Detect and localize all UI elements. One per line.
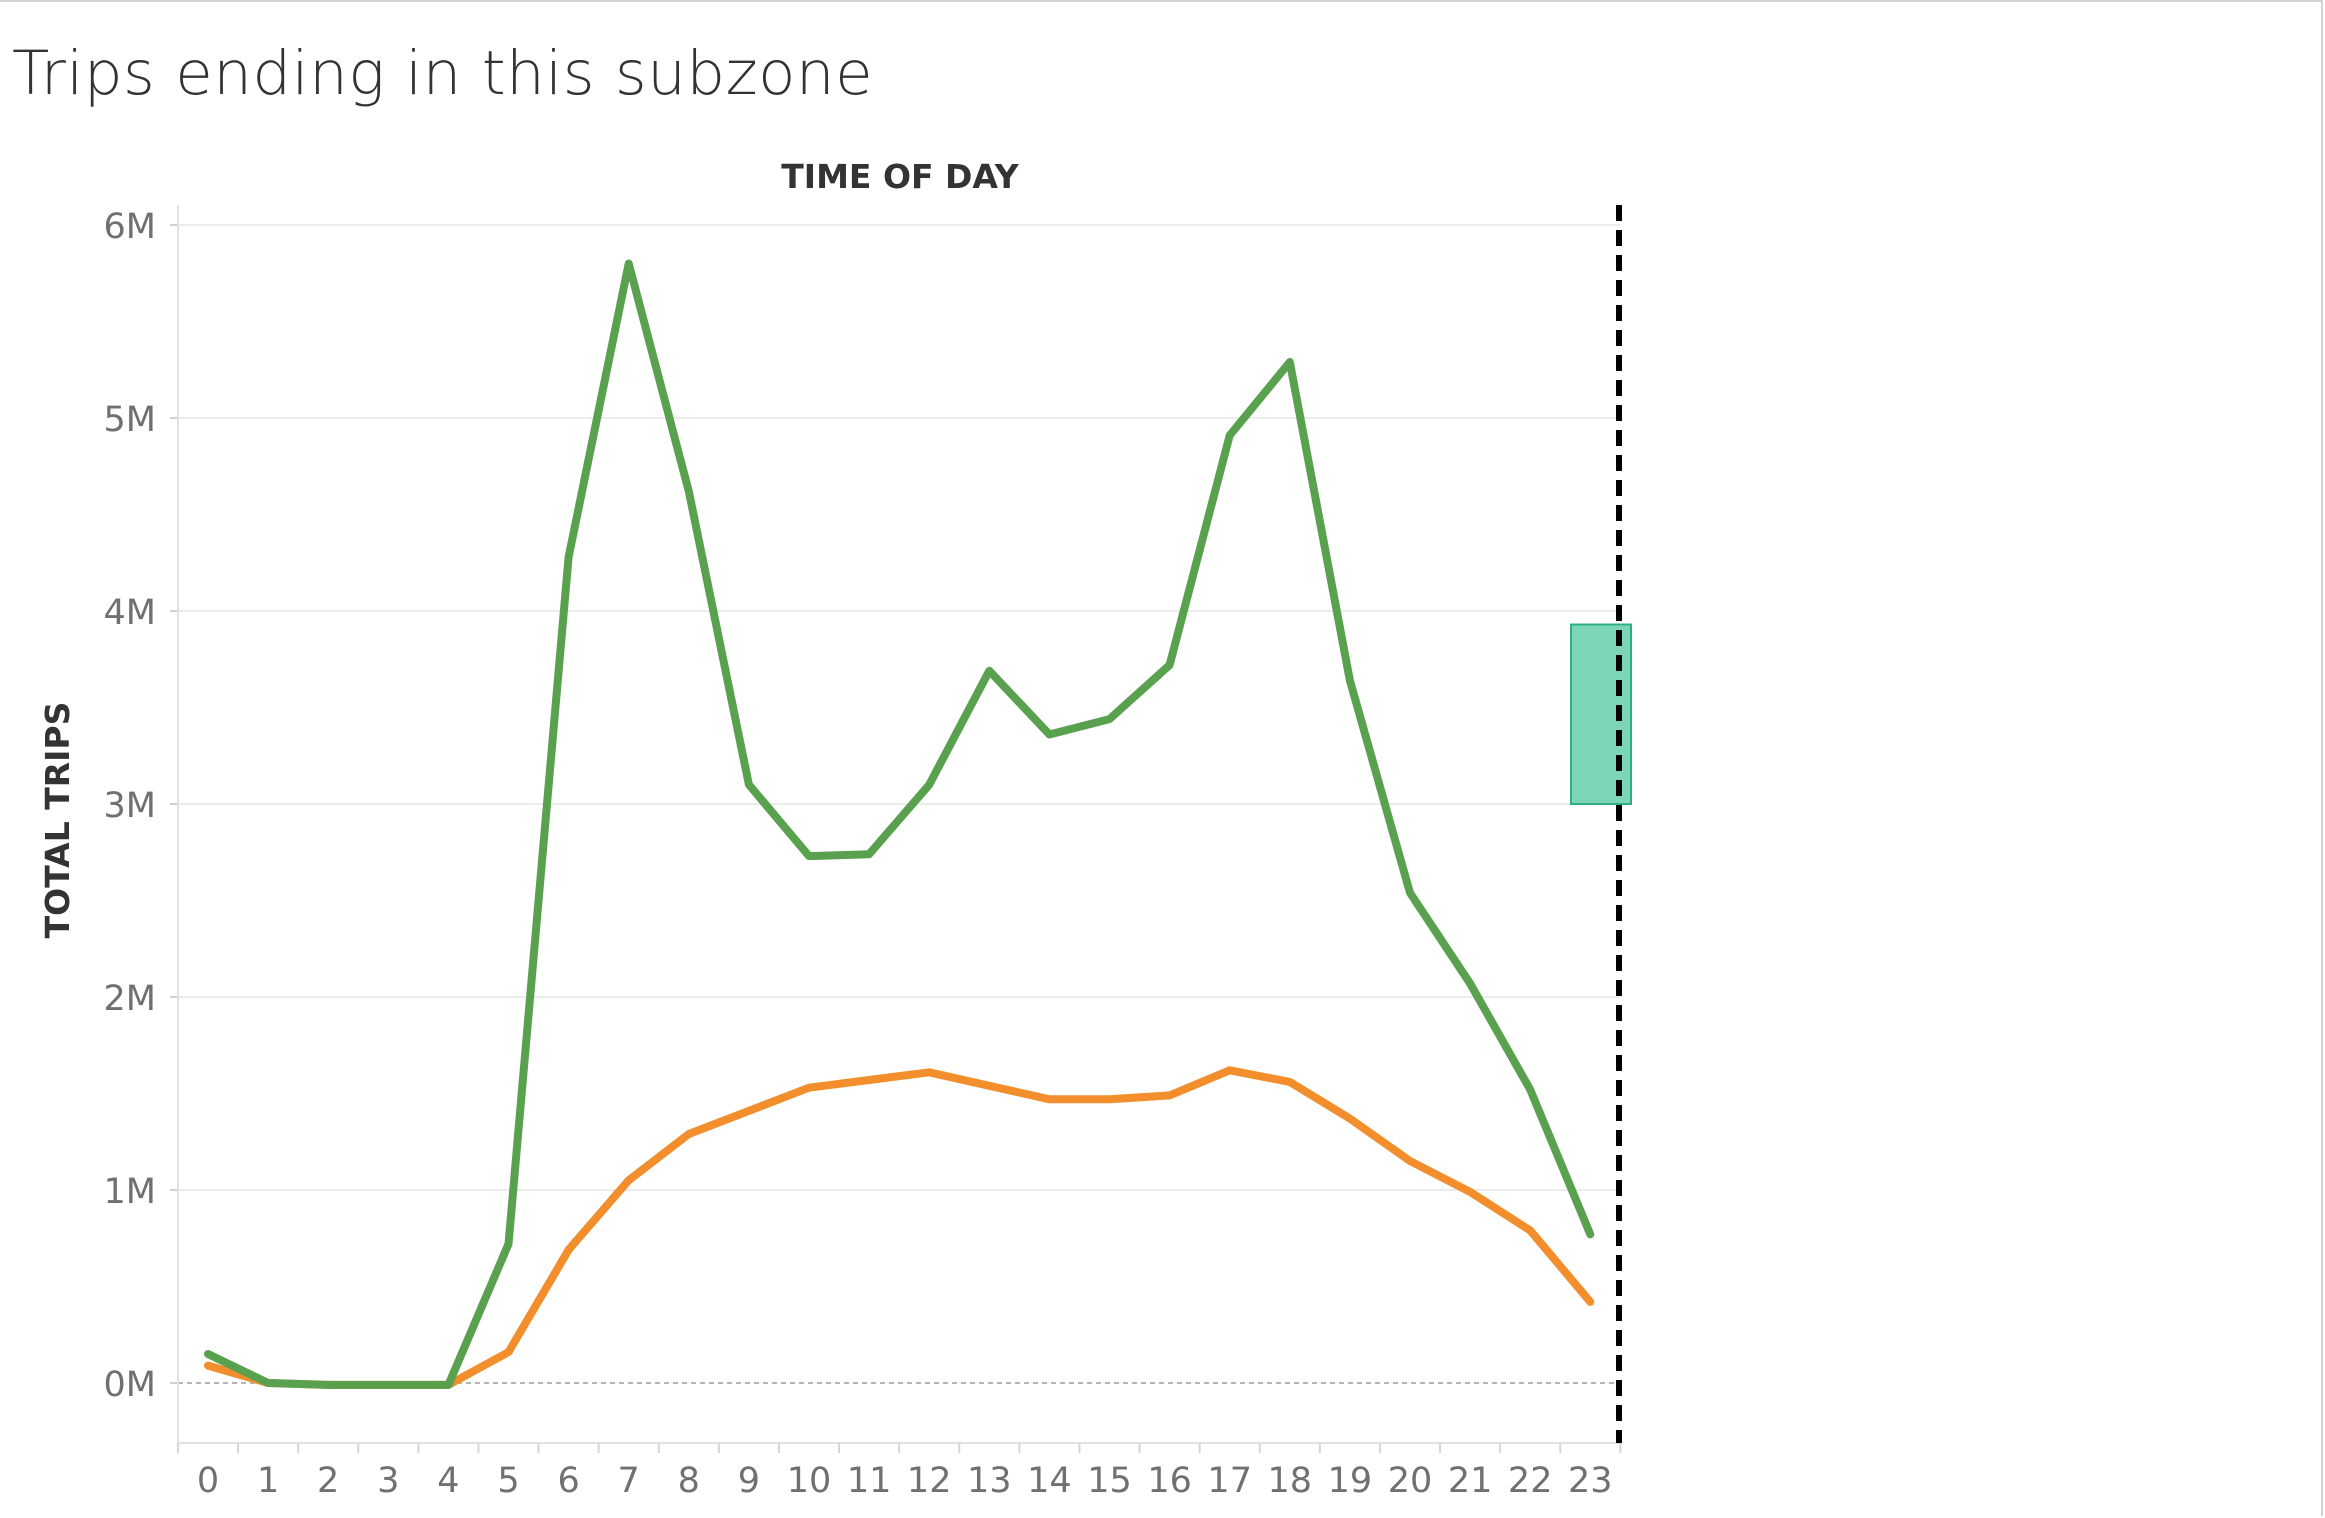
- x-tick-label: 18: [1268, 1461, 1313, 1501]
- y-tick-labels: 0M 1M 2M 3M 4M 5M 6M: [104, 207, 156, 1405]
- x-tick-label: 7: [618, 1461, 640, 1501]
- y-tick-label: 5M: [104, 400, 156, 440]
- x-tick-label: 2: [317, 1461, 339, 1501]
- x-axis-title: TIME OF DAY: [781, 157, 1020, 196]
- x-tick-label: 6: [557, 1461, 579, 1501]
- y-axis-title: TOTAL TRIPS: [38, 702, 77, 939]
- x-tick-label: 21: [1448, 1461, 1493, 1501]
- y-tick-label: 3M: [104, 786, 156, 826]
- x-tick-label: 8: [678, 1461, 700, 1501]
- x-tick-label: 19: [1328, 1461, 1373, 1501]
- x-tick-label: 9: [738, 1461, 760, 1501]
- y-tick-label: 6M: [104, 207, 156, 247]
- gridlines: [178, 224, 1620, 1384]
- y-tick-label: 0M: [104, 1365, 156, 1405]
- x-tick-label: 16: [1147, 1461, 1192, 1501]
- chart-title: Trips ending in this subzone: [12, 38, 874, 109]
- series-lines: [204, 259, 1595, 1389]
- x-tick-label: 14: [1027, 1461, 1072, 1501]
- x-tick-label: 15: [1087, 1461, 1132, 1501]
- x-tick-label: 11: [847, 1461, 892, 1501]
- x-tick-label: 20: [1388, 1461, 1433, 1501]
- axes: [170, 205, 1622, 1453]
- x-tick-label: 23: [1568, 1461, 1613, 1501]
- x-tick-label: 1: [257, 1461, 279, 1501]
- y-tick-label: 1M: [104, 1172, 156, 1212]
- x-tick-label: 0: [197, 1461, 219, 1501]
- x-tick-label: 22: [1508, 1461, 1553, 1501]
- series-line-1[interactable]: [204, 1066, 1595, 1389]
- series-line-0[interactable]: [204, 259, 1595, 1389]
- x-tick-label: 17: [1207, 1461, 1252, 1501]
- y-tick-label: 4M: [104, 593, 156, 633]
- x-tick-label: 12: [907, 1461, 952, 1501]
- x-tick-label: 13: [967, 1461, 1012, 1501]
- x-tick-label: 3: [377, 1461, 399, 1501]
- y-tick-label: 2M: [104, 979, 156, 1019]
- x-tick-label: 4: [437, 1461, 459, 1501]
- x-tick-label: 5: [497, 1461, 519, 1501]
- x-tick-label: 10: [787, 1461, 832, 1501]
- x-tick-labels: 0 1 2 3 4 5 6 7 8 9 10 11 12 13 14 15 16 17 18 19 20 21 22 23: [197, 1461, 1613, 1501]
